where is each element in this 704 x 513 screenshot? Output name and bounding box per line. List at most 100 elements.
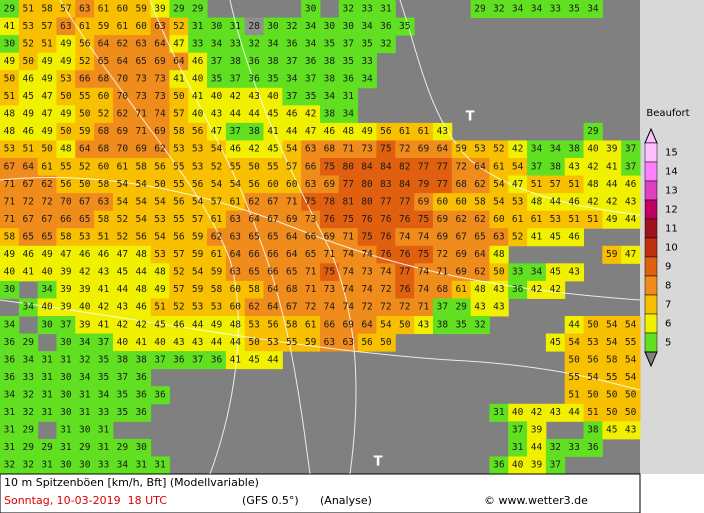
- wind-value: 76: [380, 214, 392, 225]
- wind-cell: [131, 245, 152, 264]
- wind-value: 71: [437, 267, 449, 278]
- wind-value: 32: [286, 21, 297, 32]
- wind-value: 38: [230, 56, 242, 67]
- wind-value: 50: [248, 161, 260, 172]
- wind-cell: [18, 421, 39, 440]
- wind-value: 40: [154, 337, 166, 348]
- wind-value: 71: [305, 267, 317, 278]
- wind-value: 43: [550, 407, 561, 418]
- wind-value: 65: [79, 214, 90, 225]
- wind-cell: [131, 456, 152, 475]
- wind-cell: [338, 193, 359, 212]
- wind-value: 31: [98, 442, 110, 453]
- legend-swatch: [644, 161, 658, 182]
- wind-cell: [376, 193, 396, 212]
- wind-cell: [56, 193, 76, 212]
- wind-cell: [188, 333, 208, 352]
- wind-value: 34: [361, 21, 373, 32]
- wind-cell: [18, 87, 39, 106]
- wind-value: 29: [117, 442, 129, 453]
- wind-cell: [320, 35, 340, 54]
- wind-cell: [564, 210, 585, 229]
- wind-cell: [150, 228, 170, 247]
- wind-cell: [470, 193, 490, 212]
- wind-value: 58: [41, 3, 53, 14]
- wind-cell: [94, 228, 114, 247]
- wind-value: 62: [455, 214, 466, 225]
- wind-cell: [131, 0, 152, 19]
- wind-cell: [37, 105, 57, 124]
- wind-value: 37: [286, 56, 297, 67]
- wind-value: 65: [474, 232, 485, 243]
- wind-cell: [225, 298, 246, 317]
- wind-value: 55: [60, 161, 71, 172]
- wind-cell: [131, 351, 152, 370]
- wind-cell: [94, 333, 114, 352]
- wind-value: 76: [399, 249, 411, 260]
- wind-cell: [131, 35, 152, 54]
- wind-cell: [112, 70, 133, 89]
- wind-cell: [244, 175, 265, 194]
- wind-cell: [508, 210, 528, 229]
- wind-cell: [432, 122, 453, 141]
- wind-cell: [37, 456, 57, 475]
- wind-cell: [225, 70, 246, 89]
- wind-cell: [357, 17, 377, 36]
- wind-cell: [320, 17, 340, 36]
- wind-value: 71: [324, 249, 336, 260]
- wind-cell: [37, 17, 57, 36]
- wind-value: 31: [79, 407, 91, 418]
- wind-value: 53: [248, 319, 259, 330]
- wind-value: 47: [305, 126, 316, 137]
- wind-cell: [0, 175, 20, 194]
- wind-value: 41: [267, 126, 279, 137]
- wind-cell: [583, 368, 603, 387]
- wind-cell: [489, 193, 509, 212]
- wind-value: 37: [211, 56, 222, 67]
- wind-value: 41: [23, 267, 35, 278]
- wind-cell: [37, 70, 57, 89]
- wind-value: 61: [455, 284, 467, 295]
- wind-value: 34: [324, 91, 336, 102]
- wind-value: 44: [625, 214, 637, 225]
- wind-cell: [244, 245, 265, 264]
- legend-label: 12: [665, 205, 678, 216]
- wind-value: 44: [568, 407, 580, 418]
- wind-value: 46: [230, 144, 242, 155]
- wind-value: 66: [305, 161, 317, 172]
- wind-cell: [564, 140, 585, 159]
- wind-value: 74: [154, 109, 166, 120]
- wind-cell: [169, 280, 189, 299]
- wind-value: 36: [135, 372, 147, 383]
- wind-cell: [508, 280, 528, 299]
- wind-value: 63: [79, 3, 90, 14]
- wind-value: 34: [587, 3, 599, 14]
- wind-cell: [602, 140, 622, 159]
- wind-value: 45: [117, 267, 128, 278]
- wind-cell: [621, 175, 641, 194]
- wind-cell: [37, 280, 57, 299]
- run: (Analyse): [320, 494, 372, 507]
- wind-value: 34: [4, 390, 16, 401]
- wind-cell: [301, 105, 321, 124]
- wind-value: 75: [361, 232, 372, 243]
- isobar: [59, 0, 239, 475]
- wind-value: 51: [154, 302, 166, 313]
- wind-value: 41: [192, 91, 204, 102]
- wind-value: 47: [625, 249, 636, 260]
- wind-cell: [244, 280, 265, 299]
- wind-cell: [207, 105, 227, 124]
- wind-value: 30: [324, 21, 336, 32]
- wind-cell: [564, 386, 585, 405]
- wind-cell: [602, 175, 622, 194]
- wind-cell: [225, 280, 246, 299]
- wind-cell: [263, 17, 283, 36]
- wind-cell: [602, 403, 622, 422]
- wind-value: 79: [418, 179, 430, 190]
- wind-value: 31: [79, 390, 91, 401]
- wind-value: 49: [606, 214, 618, 225]
- wind-value: 31: [4, 442, 16, 453]
- wind-value: 48: [587, 179, 599, 190]
- wind-value: 69: [324, 179, 336, 190]
- wind-cell: [0, 17, 20, 36]
